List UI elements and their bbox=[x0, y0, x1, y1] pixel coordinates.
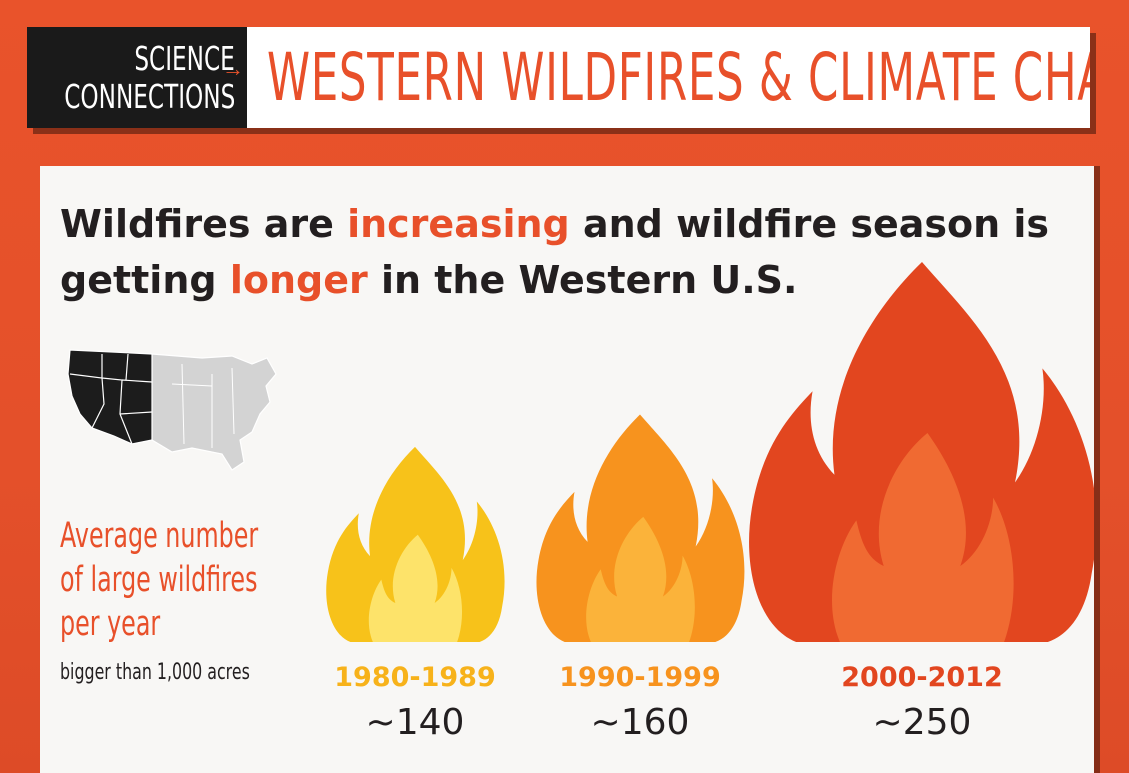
headline-part-2: and wildfire season is getting bbox=[60, 202, 1050, 302]
headline-highlight-increasing: increasing bbox=[347, 202, 570, 246]
headline-part-1: Wildfires are bbox=[60, 202, 348, 246]
badge-line-1: SCIENCE bbox=[134, 38, 235, 78]
flame-inner-2 bbox=[832, 433, 1014, 642]
category-label-1: 1990-1999 bbox=[559, 662, 721, 693]
science-connections-badge: SCIENCE CONNECTIONS bbox=[27, 27, 247, 128]
description-subtext: bigger than 1,000 acres bbox=[60, 660, 250, 685]
description-line-1: Average number bbox=[60, 516, 259, 556]
page-title: WESTERN WILDFIRES & CLIMATE CHANGE bbox=[267, 39, 1090, 116]
title-box: WESTERN WILDFIRES & CLIMATE CHANGE bbox=[247, 27, 1090, 128]
value-label-2: ~250 bbox=[873, 702, 972, 743]
badge-line-2: CONNECTIONS bbox=[63, 76, 235, 116]
flame-bar-1990-1999 bbox=[536, 414, 745, 642]
chart-description: Average number of large wildfires per ye… bbox=[60, 514, 258, 646]
arrow-icon: → bbox=[222, 56, 244, 81]
value-label-1: ~160 bbox=[591, 702, 690, 743]
description-line-3: per year bbox=[60, 604, 161, 644]
flame-chart: 1980-1989 ~140 1990-1999 ~160 2000-2012 ~250 bbox=[326, 262, 1094, 743]
flame-inner-1 bbox=[586, 516, 695, 642]
content-panel: Wildfires are increasing and wildfire se… bbox=[40, 166, 1094, 773]
flame-bar-1980-1989 bbox=[326, 446, 505, 642]
us-map-icon bbox=[67, 349, 277, 471]
headline-highlight-longer: longer bbox=[229, 258, 368, 302]
category-label-0: 1980-1989 bbox=[334, 662, 496, 693]
value-label-0: ~140 bbox=[366, 702, 465, 743]
headline: Wildfires are increasing and wildfire se… bbox=[60, 196, 1090, 308]
flame-bar-2000-2012 bbox=[749, 262, 1094, 642]
flame-inner-0 bbox=[368, 534, 463, 642]
header-banner: SCIENCE CONNECTIONS WESTERN WILDFIRES & … bbox=[27, 27, 1090, 128]
headline-part-3: in the Western U.S. bbox=[367, 258, 798, 302]
category-label-2: 2000-2012 bbox=[841, 662, 1003, 693]
description-line-2: of large wildfires bbox=[60, 560, 258, 600]
